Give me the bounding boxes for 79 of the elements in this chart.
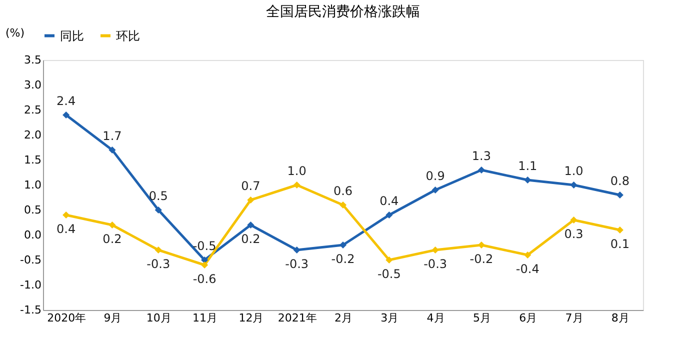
point <box>386 211 393 219</box>
x-tick-label: 12月 <box>238 312 264 324</box>
data-label: -0.5 <box>377 267 401 281</box>
point <box>386 256 393 264</box>
data-label: -0.6 <box>192 272 216 286</box>
point <box>432 246 439 254</box>
point <box>616 226 624 234</box>
y-tick-label: 0.5 <box>24 204 42 216</box>
data-label: 0.1 <box>610 237 630 251</box>
data-label: 1.7 <box>102 129 122 143</box>
x-tick-label: 9月 <box>104 312 122 324</box>
point <box>478 166 485 174</box>
data-label: 0.4 <box>380 194 399 208</box>
data-label: 0.4 <box>56 222 76 236</box>
x-tick-label: 6月 <box>519 312 538 324</box>
y-tick-label: -1.5 <box>20 304 42 316</box>
point <box>570 216 578 224</box>
data-label: -0.5 <box>192 239 216 253</box>
y-tick-label: 2.0 <box>24 128 42 142</box>
point <box>154 206 162 214</box>
point <box>570 181 578 189</box>
y-tick-label: -1.0 <box>20 278 42 292</box>
data-label: 0.8 <box>610 174 630 188</box>
data-label: -0.3 <box>424 257 448 271</box>
legend-label: 环比 <box>116 28 140 43</box>
x-tick-label: 2021年 <box>278 312 317 324</box>
y-tick-label: 1.0 <box>24 178 42 192</box>
x-tick-label: 5月 <box>472 312 491 324</box>
point <box>616 191 624 199</box>
point <box>524 176 532 184</box>
x-tick-label: 7月 <box>565 312 584 324</box>
chart-title: 全国居民消费价格涨跌幅 <box>266 4 420 20</box>
point <box>293 246 300 254</box>
data-label: -0.3 <box>285 257 309 271</box>
point <box>432 186 439 194</box>
data-label: 0.2 <box>241 232 260 246</box>
point <box>201 261 208 269</box>
data-label: 1.0 <box>287 164 306 178</box>
data-label: 0.3 <box>564 227 584 241</box>
x-tick-label: 3月 <box>380 312 399 324</box>
data-label: -0.4 <box>516 262 540 276</box>
x-tick-label: 11月 <box>192 312 218 324</box>
point <box>154 246 162 254</box>
x-tick-label: 8月 <box>611 312 630 324</box>
point <box>247 196 254 204</box>
y-axis-title: (%) <box>6 26 25 40</box>
point <box>62 111 70 119</box>
point <box>524 251 532 259</box>
y-tick-label: -0.5 <box>20 254 42 266</box>
data-label: -0.2 <box>331 252 355 266</box>
data-label: 0.2 <box>102 232 122 246</box>
point <box>108 146 116 154</box>
x-tick-label: 2月 <box>334 312 352 324</box>
y-tick-label: 3.0 <box>24 78 42 92</box>
x-tick-label: 4月 <box>426 312 445 324</box>
data-label: 1.0 <box>564 164 584 178</box>
y-tick-label: 0.0 <box>24 228 42 242</box>
data-label: 1.3 <box>472 149 492 163</box>
data-label: -0.2 <box>470 252 494 266</box>
point <box>293 181 300 189</box>
data-label: 0.5 <box>148 189 168 203</box>
data-label: 1.1 <box>518 159 538 173</box>
x-tick-label: 10月 <box>146 312 172 324</box>
data-label: 2.4 <box>56 94 76 108</box>
data-label: 0.9 <box>426 169 445 183</box>
x-tick-label: 2020年 <box>47 312 86 324</box>
y-tick-label: 3.5 <box>24 54 42 66</box>
y-tick-label: 2.5 <box>24 104 42 116</box>
point <box>62 211 70 219</box>
point <box>108 221 116 229</box>
point <box>247 221 254 229</box>
point <box>339 241 347 249</box>
point <box>478 241 485 249</box>
data-label: 0.7 <box>241 179 260 193</box>
legend-label: 同比 <box>60 28 84 43</box>
point <box>339 201 347 209</box>
y-tick-label: 1.5 <box>24 154 42 166</box>
data-label: -0.3 <box>146 257 170 271</box>
data-label: 0.6 <box>333 184 353 198</box>
